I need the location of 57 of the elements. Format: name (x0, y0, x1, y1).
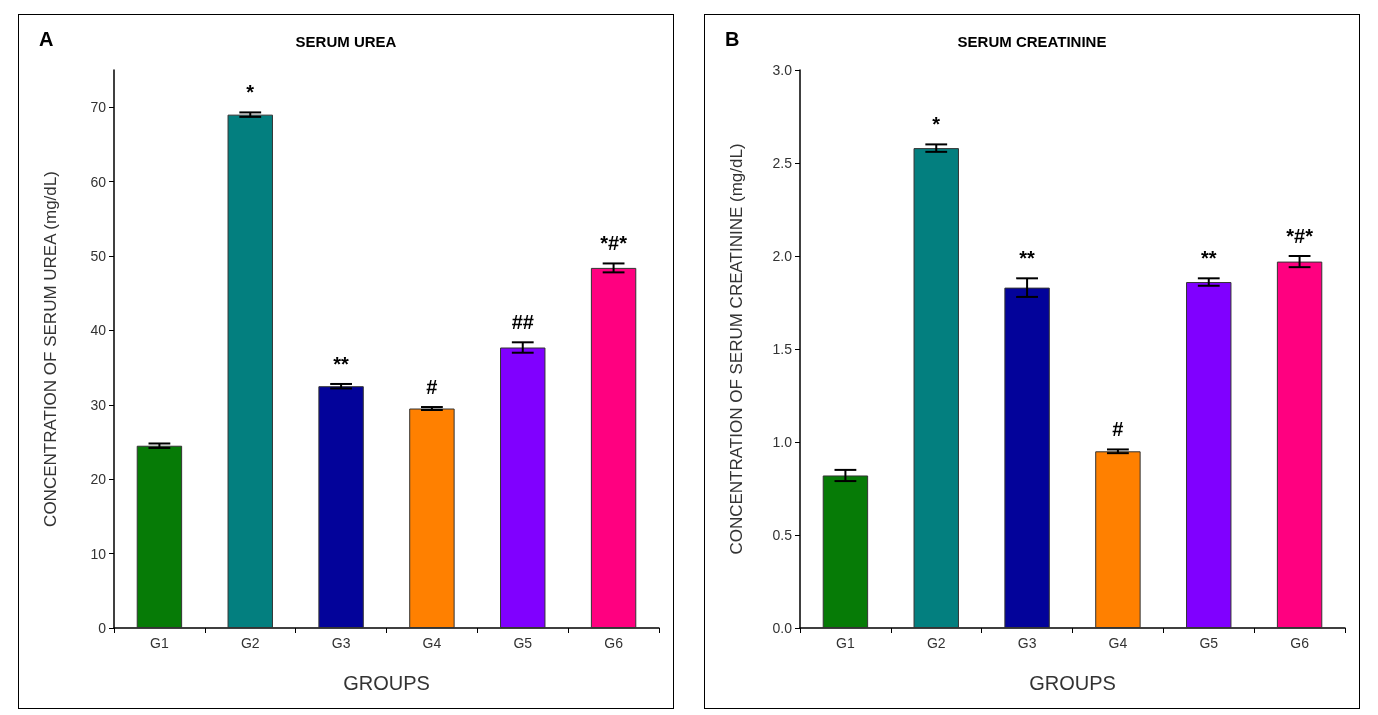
data-label: ## (511, 311, 534, 334)
y-tick-label: 2.5 (772, 155, 793, 171)
y-tick-label: 2.0 (772, 248, 793, 264)
bar (409, 408, 455, 628)
data-label: ** (1019, 247, 1036, 270)
y-tick-label: 30 (90, 396, 107, 413)
text: A (39, 28, 54, 50)
y-tick-label: 0.5 (772, 527, 793, 543)
x-tick-label: G1 (150, 635, 169, 651)
x-tick-label: G1 (836, 635, 855, 651)
y-tick-label: 60 (90, 173, 107, 190)
y-tick-label: 1.5 (772, 341, 793, 357)
data-label: *#* (600, 232, 628, 255)
data-label: *#* (1286, 225, 1314, 247)
bar (822, 475, 869, 628)
bar (1004, 287, 1050, 628)
bar (590, 267, 637, 628)
x-tick-label: G2 (240, 635, 260, 651)
x-axis-title: GROUPS (343, 672, 430, 694)
bar (1095, 451, 1141, 628)
data-label: # (426, 376, 438, 399)
data-label: * (932, 113, 941, 136)
data-label: * (246, 81, 255, 104)
y-tick-label: 0.0 (772, 620, 793, 636)
data-label: # (1112, 418, 1124, 441)
x-tick-label: G5 (1199, 635, 1219, 651)
y-tick-label: 1.0 (772, 434, 793, 450)
bar (227, 114, 273, 628)
bar (1186, 282, 1232, 628)
y-tick-label: 40 (90, 322, 107, 339)
x-tick-label: G6 (604, 635, 624, 651)
chart-title: SERUM UREA (295, 33, 397, 50)
bar (136, 445, 183, 628)
x-tick-label: G4 (1108, 635, 1128, 651)
bar (318, 386, 364, 628)
x-tick-label: G4 (422, 635, 442, 651)
bar (913, 148, 959, 628)
y-tick-label: 70 (90, 99, 107, 116)
x-tick-label: G3 (331, 635, 351, 651)
bar (1276, 261, 1323, 628)
text: B (725, 28, 740, 50)
y-tick-label: 3.0 (772, 62, 793, 78)
x-tick-label: G5 (513, 635, 533, 651)
data-label: ** (1200, 247, 1217, 270)
y-tick-label: 50 (90, 248, 107, 264)
chart-title: SERUM CREATININE (957, 33, 1107, 50)
y-tick-label: 20 (90, 471, 107, 488)
y-axis-title: CONCENTRATION OF SERUM CREATININE (mg/dL) (727, 143, 746, 555)
y-tick-label: 0 (98, 620, 107, 636)
x-axis-title: GROUPS (1029, 672, 1116, 694)
y-tick-label: 10 (90, 545, 107, 562)
x-tick-label: G6 (1290, 635, 1310, 651)
x-tick-label: G2 (926, 635, 946, 651)
y-axis-title: CONCENTRATION OF SERUM UREA (mg/dL) (41, 171, 60, 527)
x-tick-label: G3 (1017, 635, 1037, 651)
data-label: ** (333, 352, 350, 375)
bar (500, 347, 546, 628)
